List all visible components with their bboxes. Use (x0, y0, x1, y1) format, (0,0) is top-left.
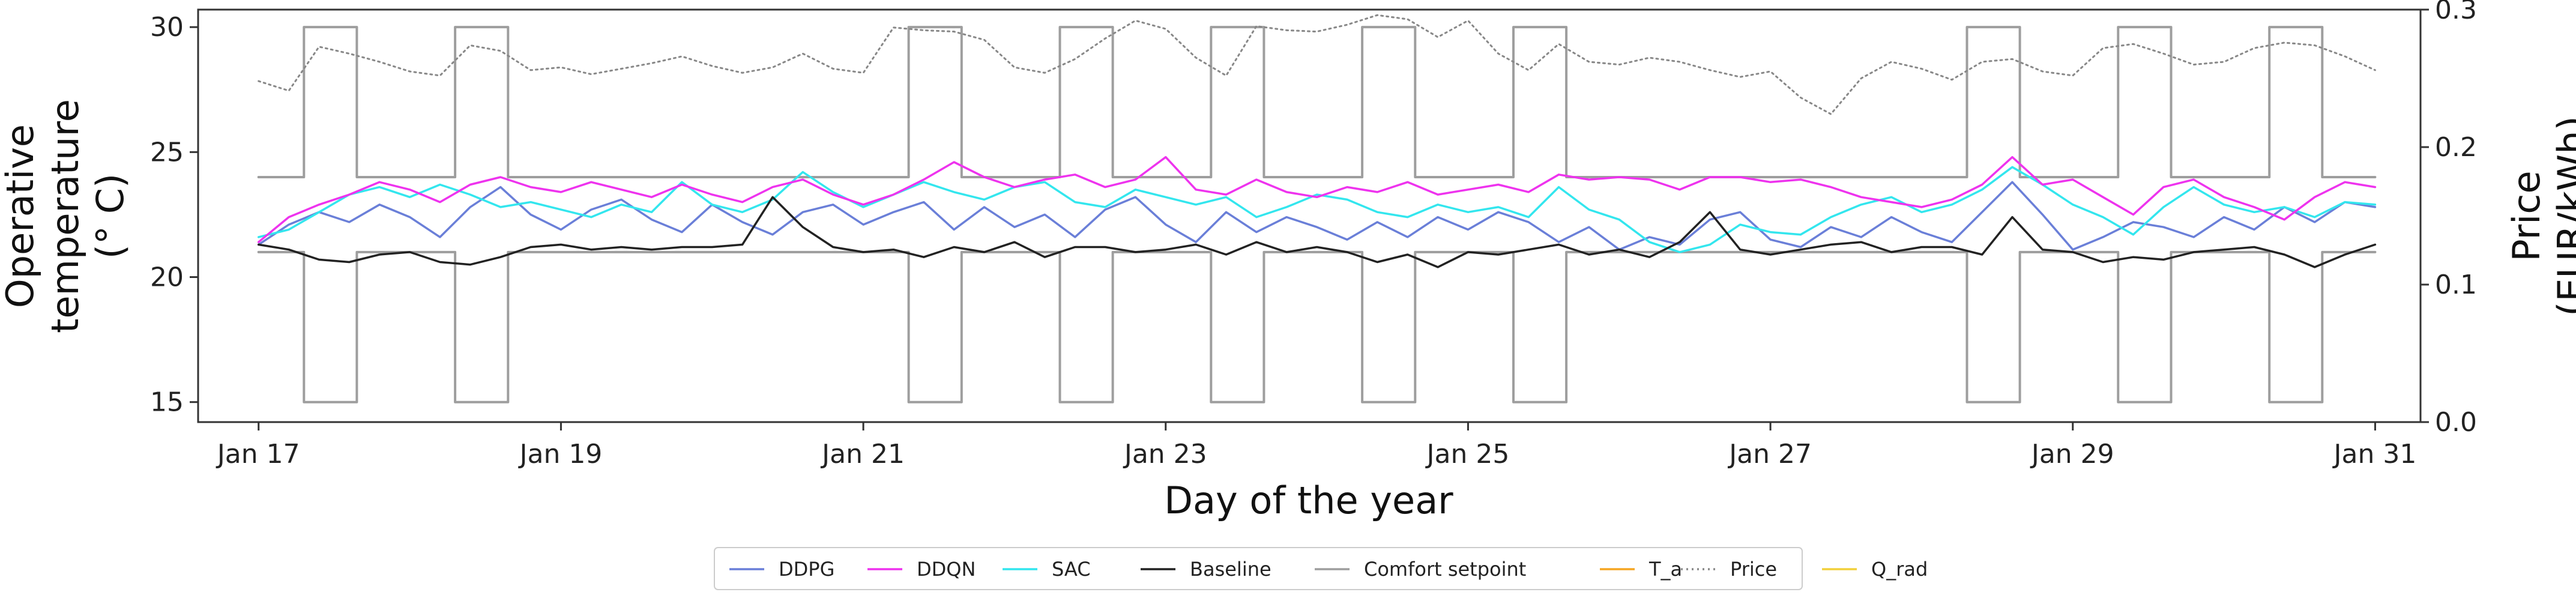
y-left-tick-label: 30 (150, 12, 184, 43)
y-left-title-line-1: Operative (0, 124, 42, 308)
x-tick-label: Jan 31 (2332, 439, 2417, 470)
series-line-comfort-setpoint (257, 26, 2377, 178)
legend-item-7: Price (1681, 558, 1777, 581)
y-left-axis-ticks: 15 20 25 30 (150, 12, 198, 418)
legend-item-1: DDPG (729, 558, 834, 581)
plot-frame (197, 8, 2422, 423)
legend-items: DDPG DDQN SAC Baseline Comfort setpoint T_a Pr… (729, 558, 1928, 581)
y-left-title-line-2: temperature (43, 99, 87, 333)
y-left-tick-label: 15 (150, 387, 184, 418)
y-right-axis-ticks: 0.0 0.1 0.2 0.3 (2421, 0, 2477, 438)
x-tick-label: Jan 25 (1425, 439, 1510, 470)
x-axis-ticks: Jan 17 Jan 19 Jan 21 Jan 23 Jan 25 Jan 27 Jan … (216, 422, 2417, 470)
series-line-sac (257, 166, 2377, 253)
legend-box (714, 547, 1803, 590)
legend-label: Baseline (1190, 558, 1271, 581)
legend-label: T_a (1648, 558, 1682, 581)
x-tick-label: Jan 21 (820, 439, 905, 470)
x-tick-label: Jan 29 (2030, 439, 2114, 470)
y-right-axis-title: Price (EUR/kWh) (2505, 116, 2576, 316)
x-tick-label: Jan 19 (518, 439, 603, 470)
legend-label: Price (1730, 558, 1777, 581)
legend-item-3: SAC (1003, 558, 1091, 581)
y-right-tick-label: 0.0 (2435, 407, 2477, 438)
legend-item-8: Q_rad (1822, 558, 1928, 581)
y-right-tick-label: 0.2 (2435, 132, 2477, 163)
y-right-title-line-2: (EUR/kWh) (2550, 116, 2576, 316)
x-tick-label: Jan 27 (1727, 439, 1812, 470)
legend-item-4: Baseline (1141, 558, 1271, 581)
y-right-title-line-1: Price (2505, 171, 2548, 261)
legend-item-2: DDQN (867, 558, 976, 581)
legend-label: DDQN (917, 558, 976, 581)
x-tick-label: Jan 23 (1123, 439, 1207, 470)
y-left-axis-title: Operative temperature (° C) (0, 99, 132, 333)
y-left-tick-label: 25 (150, 137, 184, 168)
x-axis-title: Day of the year (1164, 479, 1453, 522)
y-left-title-line-3: (° C) (88, 174, 132, 259)
series-line-ddqn (257, 156, 2377, 243)
series-line-ddpg (257, 181, 2377, 251)
legend-label: Q_rad (1871, 558, 1928, 581)
series-layer (257, 14, 2377, 403)
y-right-tick-label: 0.1 (2435, 270, 2477, 300)
legend-label: SAC (1052, 558, 1091, 581)
x-tick-label: Jan 17 (216, 439, 300, 470)
legend-label: Comfort setpoint (1364, 558, 1526, 581)
series-line-comfort-setpoint (257, 250, 2377, 403)
y-left-tick-label: 20 (150, 262, 184, 293)
series-line-price (258, 14, 2376, 115)
legend-item-5: Comfort setpoint (1315, 558, 1526, 581)
legend-label: DDPG (779, 558, 834, 581)
legend: DDPG DDQN SAC Baseline Comfort setpoint T_a Pr… (714, 547, 1928, 590)
series-line-baseline (257, 196, 2377, 268)
y-right-tick-label: 0.3 (2435, 0, 2477, 25)
plot-area (197, 8, 2422, 423)
legend-item-6: T_a (1600, 558, 1682, 581)
